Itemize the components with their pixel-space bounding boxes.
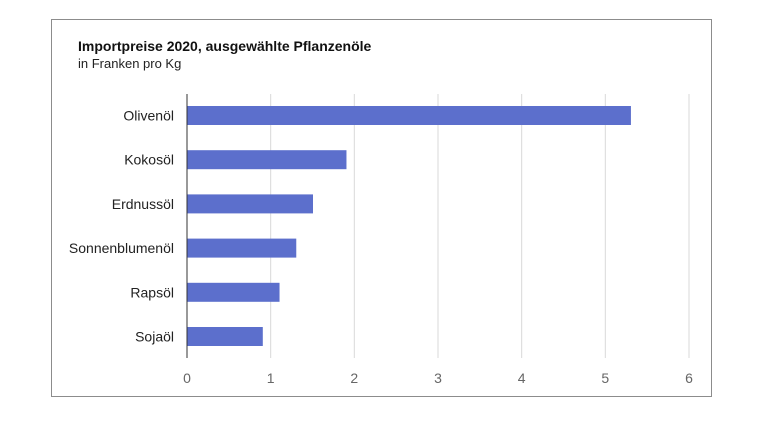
chart-subtitle: in Franken pro Kg	[78, 56, 182, 71]
bar	[187, 327, 263, 346]
category-label: Sonnenblumenöl	[69, 240, 174, 256]
bar	[187, 106, 631, 125]
x-tick-label: 6	[685, 370, 693, 386]
x-tick-label: 4	[518, 370, 526, 386]
bar	[187, 150, 347, 170]
x-tick-label: 5	[601, 370, 609, 386]
x-tick-label: 1	[267, 370, 275, 386]
category-label: Erdnussöl	[112, 196, 174, 212]
gridlines	[186, 94, 690, 358]
bar	[187, 238, 297, 258]
category-label: Olivenöl	[123, 108, 174, 124]
category-label: Kokosöl	[124, 152, 174, 168]
x-tick-label: 2	[350, 370, 358, 386]
category-label: Sojaöl	[135, 329, 174, 345]
bars	[187, 106, 631, 346]
category-label: Rapsöl	[130, 284, 174, 300]
bar	[187, 194, 313, 214]
x-tick-label: 0	[183, 370, 191, 386]
chart-frame	[51, 19, 712, 397]
x-tick-label: 3	[434, 370, 442, 386]
chart-title: Importpreise 2020, ausgewählte Pflanzenö…	[78, 38, 372, 54]
bar	[187, 282, 280, 302]
x-tick-labels: 0 1 2 3 4 5 6	[183, 370, 693, 386]
category-labels: Olivenöl Kokosöl Erdnussöl Sonnenblumenöl Ra…	[69, 108, 174, 345]
